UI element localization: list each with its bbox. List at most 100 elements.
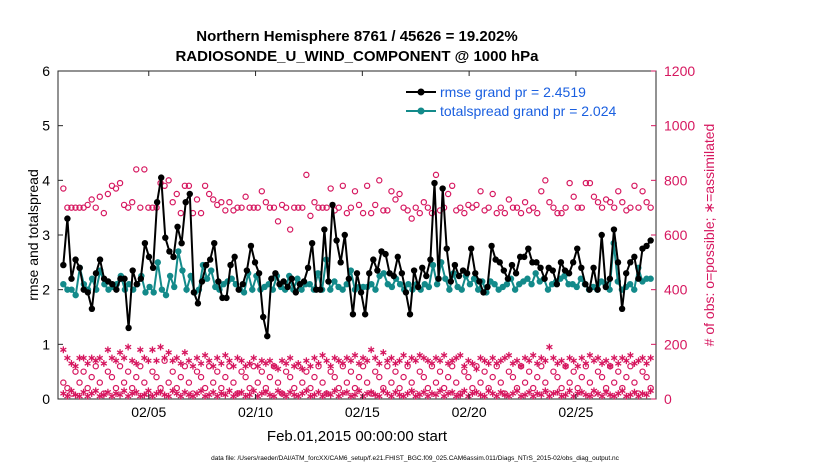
obs-assimilated-marker (201, 351, 209, 359)
rmse-point (533, 259, 540, 266)
y2-tick-label: 400 (664, 282, 688, 298)
rmse-point (602, 283, 609, 291)
obs-possible-marker (173, 190, 180, 198)
rmse-point (300, 278, 308, 285)
obs-possible-marker (363, 182, 371, 189)
spread-point (532, 270, 539, 277)
rmse-point (247, 242, 255, 250)
obs-possible-marker (489, 190, 496, 198)
obs-assimilated-marker (120, 354, 128, 362)
obs-assimilated-low-marker (513, 387, 521, 395)
obs-assimilated-marker (112, 357, 120, 365)
obs-assimilated-low-marker (469, 390, 476, 397)
rmse-point (137, 275, 145, 282)
obs-possible-low-marker (116, 363, 124, 370)
y2-tick-label: 200 (664, 336, 688, 352)
obs-assimilated-low-marker (371, 391, 379, 399)
obs-possible-marker (570, 193, 577, 200)
obs-assimilated-low-marker (226, 387, 233, 395)
series-layer (60, 174, 654, 340)
obs-possible-low-marker (193, 368, 201, 375)
spread-point (166, 272, 174, 280)
rmse-point (476, 278, 483, 285)
obs-possible-marker (424, 204, 432, 211)
spread-point (314, 270, 322, 277)
obs-possible-low-marker (311, 373, 318, 381)
obs-possible-low-marker (436, 368, 444, 375)
obs-assimilated-low-marker (343, 388, 351, 396)
rmse-point (64, 215, 71, 222)
obs-possible-marker (133, 166, 140, 173)
obs-assimilated-low-marker (246, 391, 253, 399)
obs-possible-marker (295, 204, 302, 211)
obs-possible-marker (218, 198, 225, 206)
obs-possible-marker (457, 204, 464, 211)
obs-possible-low-marker (631, 379, 638, 386)
obs-possible-low-marker (550, 368, 557, 375)
rmse-point (439, 185, 446, 192)
obs-possible-low-marker (124, 368, 132, 375)
obs-possible-low-marker (408, 379, 415, 386)
obs-possible-marker (566, 179, 573, 187)
obs-possible-marker (611, 204, 618, 211)
rmse-point (329, 201, 336, 209)
obs-assimilated-marker (388, 354, 395, 362)
obs-possible-low-marker (594, 368, 602, 375)
obs-possible-marker (372, 201, 379, 209)
obs-possible-low-marker (440, 384, 448, 392)
rmse-point (60, 261, 67, 269)
rmse-point (158, 174, 165, 181)
rmse-point (255, 270, 263, 277)
spread-point (146, 283, 153, 291)
obs-possible-marker (635, 204, 642, 211)
legend-label-spread: totalspread grand pr = 2.024 (440, 103, 617, 119)
y-tick-label: 0 (42, 391, 50, 407)
obs-assimilated-marker (282, 360, 290, 367)
obs-assimilated-low-marker (323, 390, 330, 397)
rmse-point (129, 267, 136, 274)
rmse-point (390, 272, 397, 280)
rmse-point (121, 275, 128, 282)
rmse-point (574, 245, 581, 252)
obs-possible-marker (558, 209, 565, 217)
obs-assimilated-marker (303, 357, 310, 365)
rmse-point (447, 278, 455, 285)
obs-possible-low-marker (570, 368, 577, 375)
obs-possible-marker (315, 204, 322, 211)
obs-possible-marker (582, 179, 590, 187)
obs-assimilated-low-marker (112, 390, 120, 397)
obs-possible-low-marker (120, 379, 128, 386)
obs-assimilated-marker (205, 357, 213, 365)
obs-possible-marker (347, 204, 355, 211)
obs-assimilated-marker (436, 357, 444, 365)
chart-title: Northern Hemisphere 8761 / 45626 = 19.20… (196, 28, 517, 45)
obs-assimilated-marker (457, 351, 464, 359)
obs-assimilated-low-marker (68, 387, 75, 395)
obs-assimilated-low-marker (619, 387, 626, 395)
obs-possible-marker (380, 207, 387, 214)
obs-possible-marker (529, 204, 537, 211)
obs-assimilated-low-marker (145, 387, 152, 395)
y-tick-label: 1 (42, 336, 50, 352)
obs-possible-low-marker (307, 384, 314, 392)
obs-possible-low-marker (542, 379, 549, 386)
obs-possible-low-marker (400, 373, 407, 381)
obs-possible-marker (169, 198, 176, 206)
obs-assimilated-low-marker (457, 391, 464, 399)
obs-assimilated-low-marker (104, 388, 112, 396)
spread-point (339, 286, 346, 293)
obs-possible-low-marker (509, 373, 517, 381)
obs-assimilated-low-marker (153, 390, 160, 397)
obs-assimilated-low-marker (639, 390, 646, 397)
obs-assimilated-low-marker (501, 391, 509, 399)
obs-possible-marker (165, 177, 172, 184)
obs-possible-low-marker (303, 368, 310, 375)
obs-possible-low-marker (230, 379, 237, 386)
legend-marker-spread (417, 107, 425, 115)
obs-possible-marker (562, 204, 569, 211)
obs-assimilated-marker (250, 354, 257, 362)
obs-possible-low-marker (416, 368, 423, 375)
rmse-point (618, 305, 626, 312)
rmse-point (170, 253, 177, 261)
obs-possible-low-marker (319, 379, 326, 386)
